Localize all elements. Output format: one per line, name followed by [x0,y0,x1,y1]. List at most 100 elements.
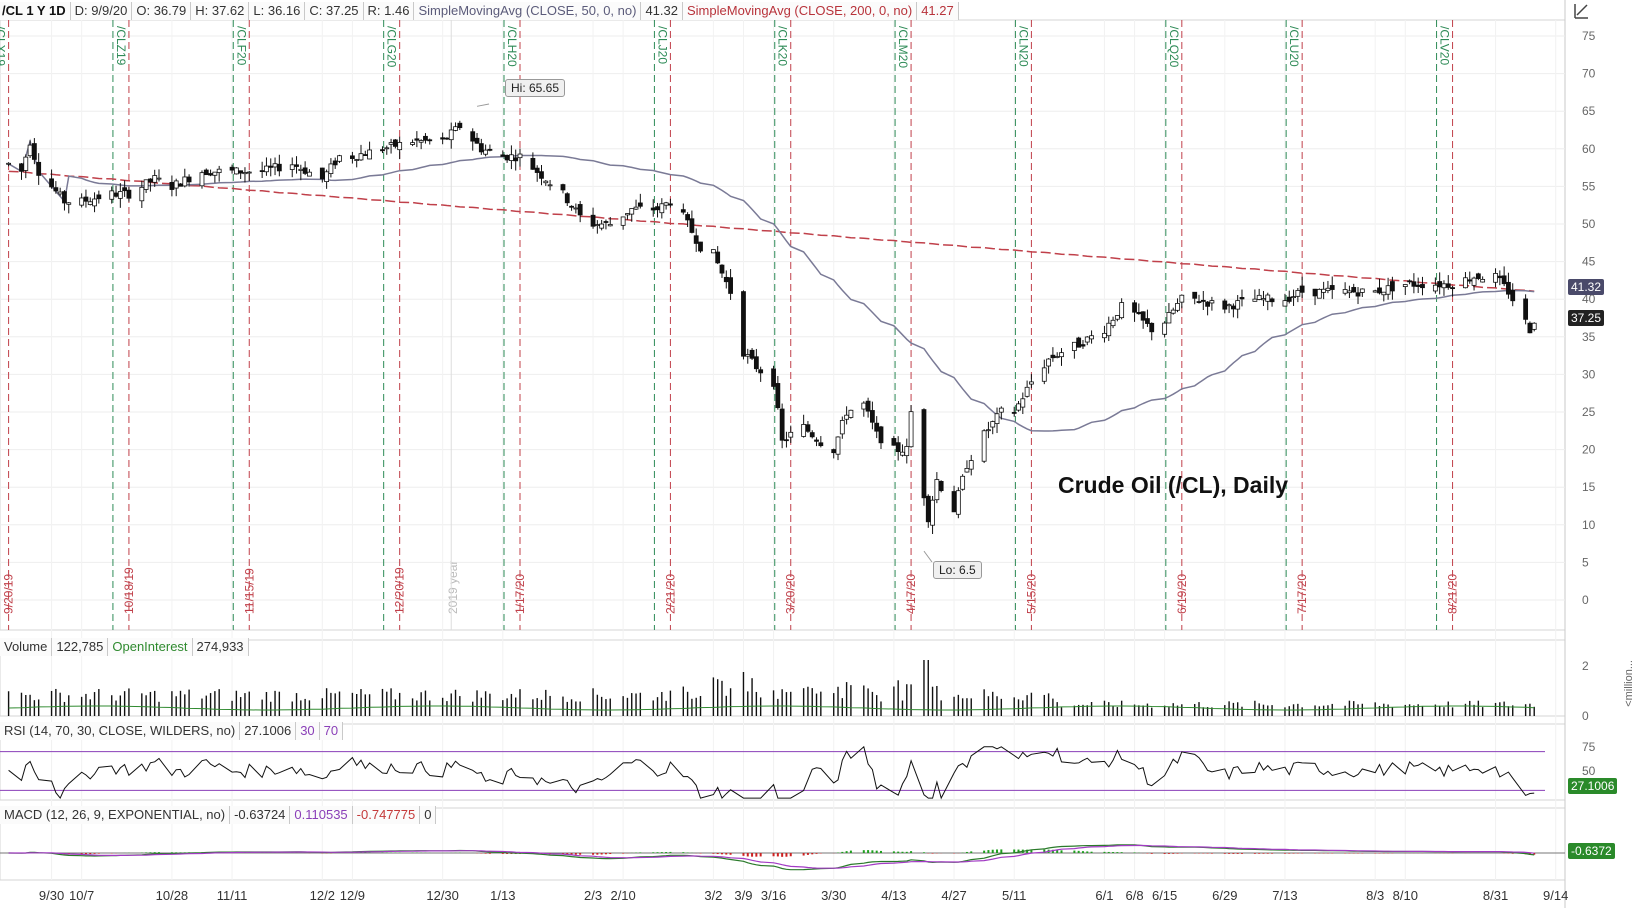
candle-body [367,149,372,160]
candle-body [414,138,420,141]
sma200-value: 41.27 [917,2,959,20]
rsi-upper-level: 70 [319,722,344,740]
candle-body [625,213,630,216]
rsi-study-header: RSI (14, 70, 30, CLOSE, WILDERS, no) 27.… [0,722,344,740]
candle-body [418,140,424,143]
candle-body [938,481,944,491]
volume-label[interactable]: Volume [0,638,53,656]
y-tick-label: 50 [1582,217,1596,231]
candle-body [440,137,446,140]
x-tick-label: 3/2 [704,888,722,903]
candle-body [560,184,566,191]
rsi-price-tag: 27.1006 [1568,778,1618,794]
candle-body [650,207,656,211]
candle-body [23,156,29,171]
candle-body [1377,287,1382,294]
candle-body [1235,300,1241,310]
candle-body [1192,291,1198,299]
candle-body [1145,318,1150,324]
candle-body [1359,288,1365,293]
candle-body [1136,312,1142,315]
candle-body [392,139,398,147]
candle-body [113,192,119,197]
low-callout: Lo: 6.5 [933,561,982,579]
x-tick-label: 6/1 [1095,888,1113,903]
candle-body [66,202,72,205]
candle-body [1089,335,1094,340]
symbol-label[interactable]: /CL 1 Y 1D [0,2,71,20]
candle-body [79,197,85,206]
candle-body [358,153,364,161]
open-interest-label[interactable]: OpenInterest [108,638,193,656]
candle-body [1205,301,1211,307]
rsi-value: 27.1006 [240,722,297,740]
candle-body [500,154,506,157]
candle-body [298,168,304,171]
expiry-date-label: 8/21/20 [1446,574,1460,614]
candle-body [1493,273,1498,283]
x-tick-label: 3/16 [761,888,786,903]
contract-label: /CLH20 [505,26,519,67]
candle-body [87,201,93,205]
expiry-date-label: 1/17/20 [513,574,527,614]
candle-body [861,402,867,410]
candle-body [1076,337,1082,348]
macd-zero-value: 0 [420,806,437,824]
rsi-label[interactable]: RSI (14, 70, 30, CLOSE, WILDERS, no) [0,722,241,740]
candle-body [509,154,514,161]
candle-body [668,203,673,206]
candle-body [831,449,837,454]
y-tick-label: 30 [1582,367,1596,381]
candle-body [1342,289,1348,294]
high-connector [476,103,490,107]
expiry-date-label: 6/19/20 [1175,574,1189,614]
contract-label: /CLF20 [234,26,248,66]
x-tick-label: 3/30 [821,888,846,903]
candle-body [1415,284,1421,287]
macd-label[interactable]: MACD (12, 26, 9, EXPONENTIAL, no) [0,806,231,824]
candle-body [921,409,927,499]
draw-tool-icon[interactable] [1572,2,1590,20]
candle-body [324,171,330,183]
candle-body [444,137,450,140]
candle-body [1432,284,1438,292]
candle-body [1050,354,1056,359]
candle-body [1450,287,1455,290]
candle-body [1110,319,1116,327]
candle-body [685,214,691,221]
sma50-study-label[interactable]: SimpleMovingAvg (CLOSE, 50, 0, no) [414,2,642,20]
candle-body [156,177,162,180]
candle-body [169,182,175,190]
candle-body [637,202,643,207]
price-study-header: /CL 1 Y 1D D: 9/9/20 O: 36.79 H: 37.62 L… [0,2,959,20]
candle-body [620,216,626,226]
candle-body [92,198,97,207]
chart-title: Crude Oil (/CL), Daily [1058,472,1289,498]
candle-body [990,421,996,428]
sma200-study-label[interactable]: SimpleMovingAvg (CLOSE, 200, 0, no) [683,2,918,20]
candle-body [878,426,884,444]
contract-label: /CLX19 [0,26,8,66]
y-tick-label: 70 [1582,67,1596,81]
candle-body [930,499,935,526]
candle-body [487,148,493,151]
candle-body [83,196,89,202]
candle-body [607,224,613,227]
macd-signal-line [8,844,1535,869]
volume-study-header: Volume 122,785 OpenInterest 274,933 [0,638,249,656]
y-tick-label: 75 [1582,29,1596,43]
candle-body [590,214,596,227]
candle-body [1179,294,1185,303]
candle-body [1226,304,1232,307]
candle-body [1016,403,1021,411]
candle-body [1480,279,1486,283]
x-tick-label: 4/13 [881,888,906,903]
candle-body [57,191,63,195]
candle-body [594,224,600,227]
candle-body [109,190,115,200]
macd-avg-value: 0.110535 [290,806,353,824]
candle-body [457,122,463,129]
candle-body [865,400,871,412]
y-tick-label: 5 [1582,555,1589,569]
candle-body [955,490,961,515]
